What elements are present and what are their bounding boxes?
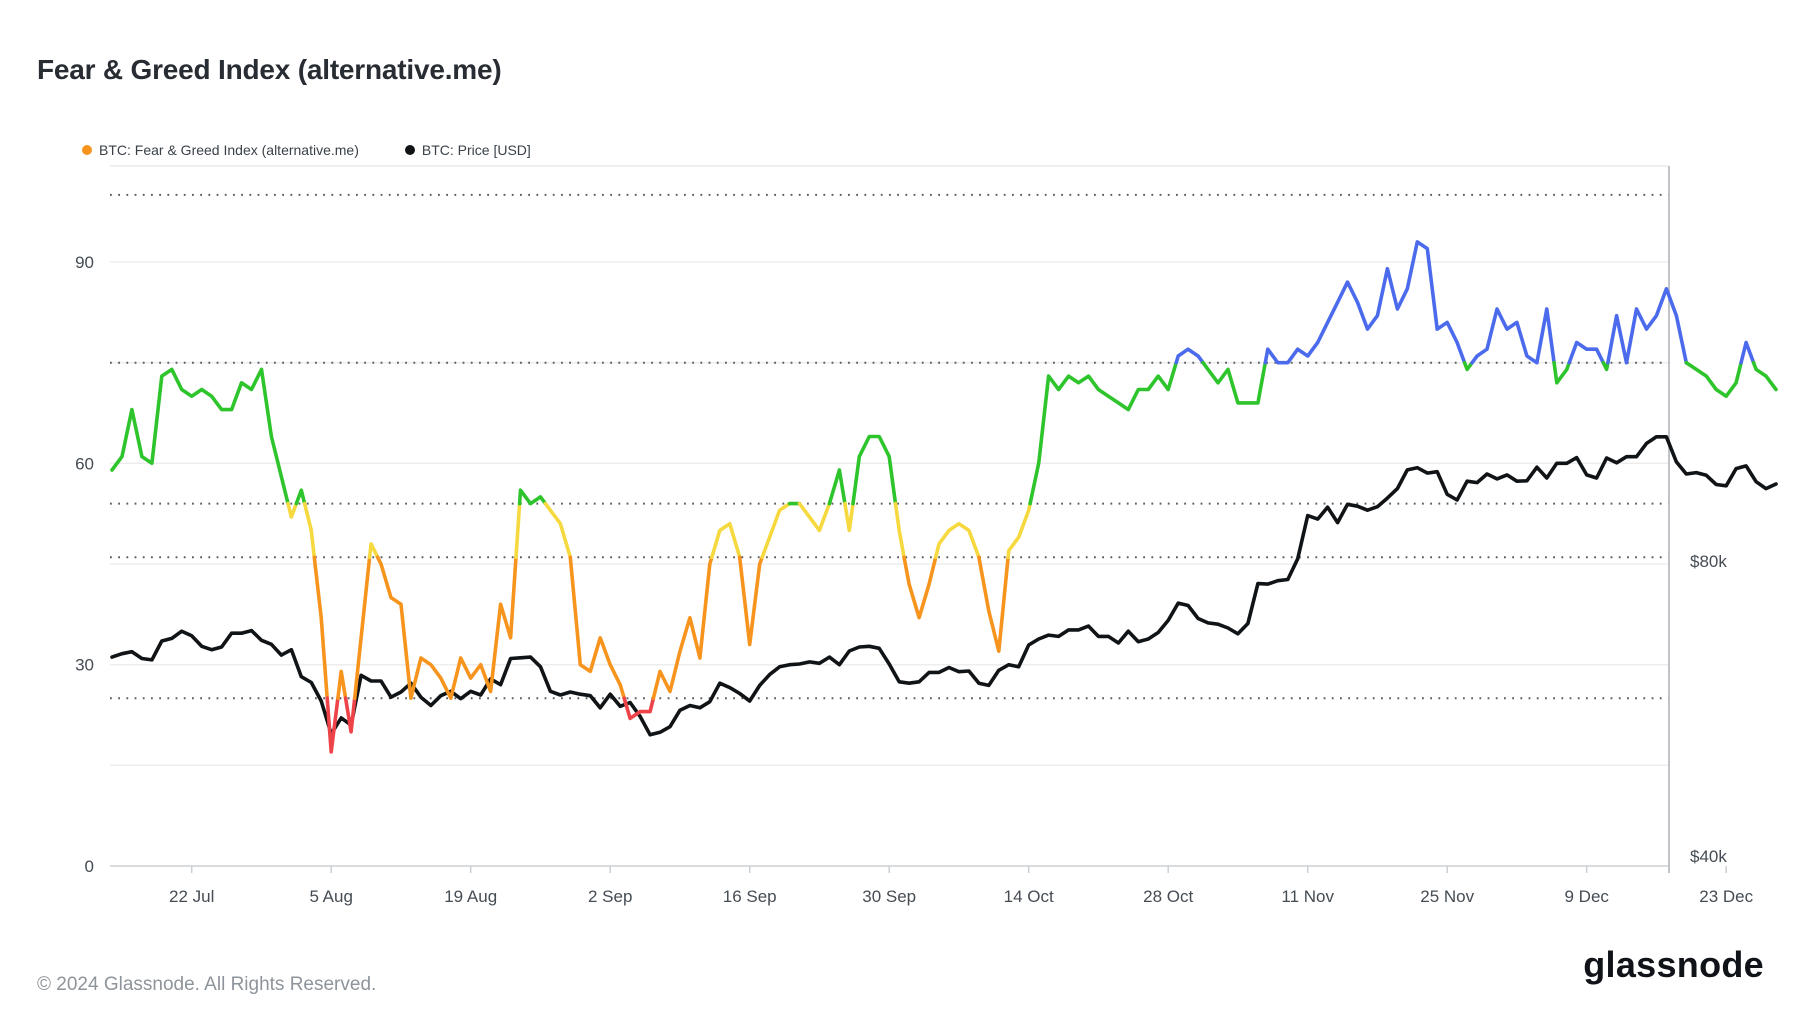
svg-text:5 Aug: 5 Aug <box>309 887 353 906</box>
svg-text:9 Dec: 9 Dec <box>1564 887 1609 906</box>
svg-text:16 Sep: 16 Sep <box>723 887 777 906</box>
svg-text:19 Aug: 19 Aug <box>444 887 497 906</box>
svg-text:0: 0 <box>85 857 94 876</box>
legend-item-fear-greed[interactable]: BTC: Fear & Greed Index (alternative.me) <box>82 142 359 158</box>
svg-text:25 Nov: 25 Nov <box>1420 887 1474 906</box>
svg-text:2 Sep: 2 Sep <box>588 887 632 906</box>
x-axis-labels: 22 Jul 5 Aug 19 Aug 2 Sep 16 Sep 30 Sep 14 Oct… <box>169 887 1754 906</box>
svg-text:22 Jul: 22 Jul <box>169 887 214 906</box>
svg-text:30: 30 <box>75 656 94 675</box>
legend-label-price: BTC: Price [USD] <box>421 142 531 158</box>
glassnode-logo[interactable]: glassnode <box>1583 944 1764 985</box>
price-legend-dot-icon <box>404 145 415 155</box>
left-axis-labels: 0 30 60 90 <box>75 253 94 876</box>
fear-greed-legend-dot-icon <box>82 145 92 155</box>
svg-text:$80k: $80k <box>1690 552 1727 571</box>
dotted-threshold-lines <box>110 193 1669 700</box>
svg-text:90: 90 <box>75 253 94 272</box>
footer-copyright: © 2024 Glassnode. All Rights Reserved. <box>37 974 377 995</box>
svg-text:11 Nov: 11 Nov <box>1281 887 1334 906</box>
svg-text:14 Oct: 14 Oct <box>1004 887 1054 906</box>
svg-text:28 Oct: 28 Oct <box>1143 887 1193 906</box>
svg-text:30 Sep: 30 Sep <box>862 887 916 906</box>
svg-text:$40k: $40k <box>1690 847 1727 866</box>
svg-text:60: 60 <box>75 454 94 473</box>
legend-item-price[interactable]: BTC: Price [USD] <box>404 142 531 158</box>
x-axis-ticks <box>190 866 1727 873</box>
page-title: Fear & Greed Index (alternative.me) <box>37 54 502 85</box>
right-axis-labels: $40k $80k <box>1690 552 1727 866</box>
chart-legend: BTC: Fear & Greed Index (alternative.me)… <box>82 142 531 158</box>
btc-price-line[interactable] <box>110 435 1778 737</box>
fear-greed-index-line[interactable] <box>110 240 1778 754</box>
legend-label-fear-greed: BTC: Fear & Greed Index (alternative.me) <box>99 142 359 158</box>
svg-text:23 Dec: 23 Dec <box>1699 887 1753 906</box>
